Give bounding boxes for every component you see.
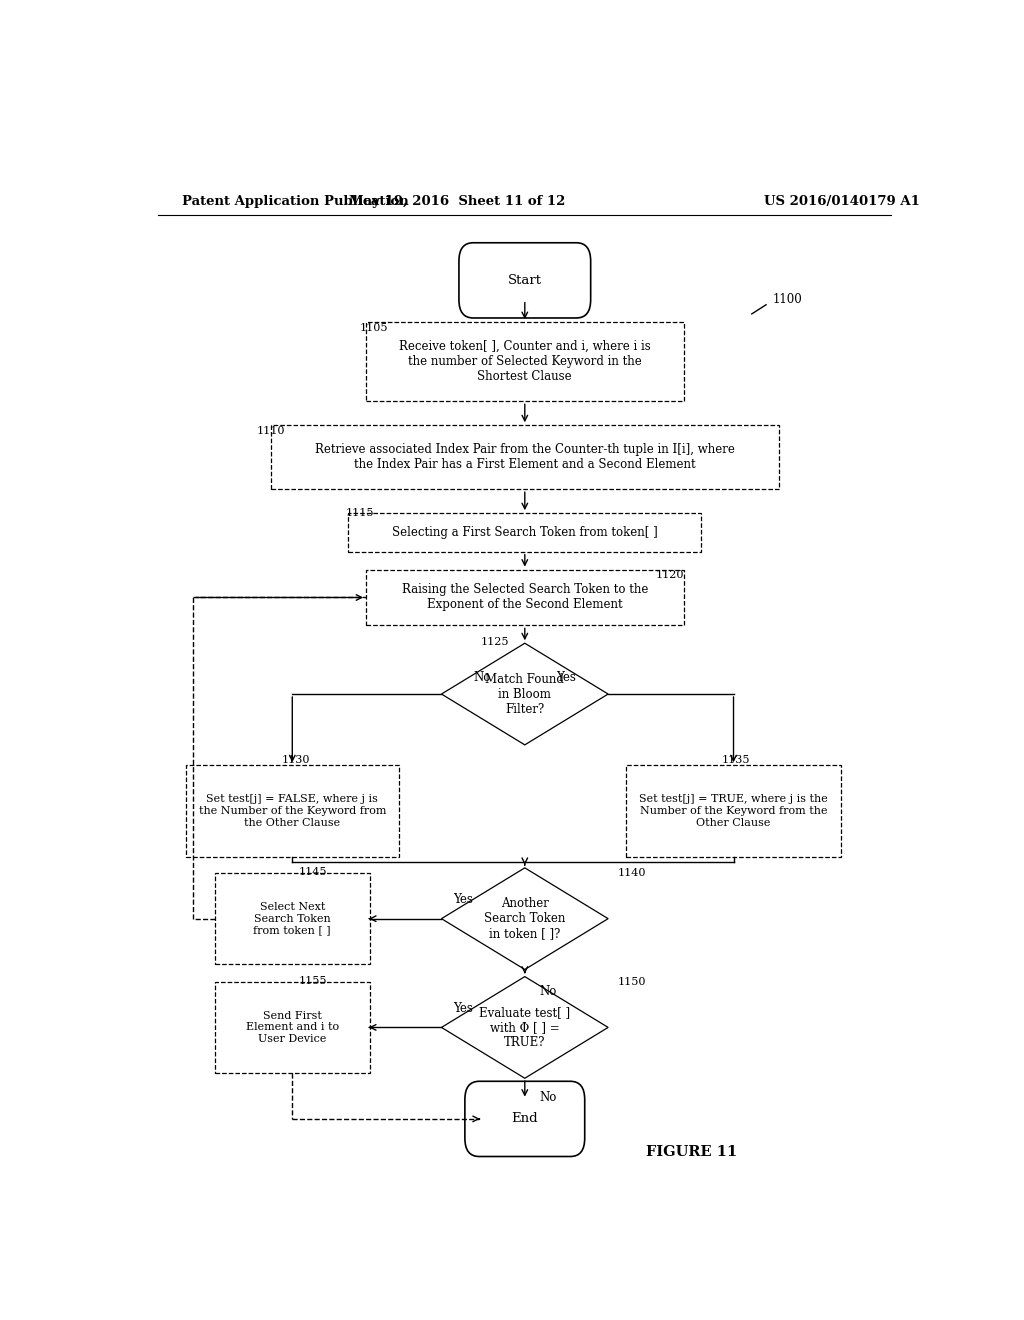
Text: US 2016/0140179 A1: US 2016/0140179 A1 bbox=[764, 194, 920, 207]
Text: Match Found
in Bloom
Filter?: Match Found in Bloom Filter? bbox=[485, 673, 564, 715]
Text: No: No bbox=[539, 1090, 556, 1104]
Bar bbox=[215, 873, 370, 965]
Text: Set test[j] = FALSE, where j is
the Number of the Keyword from
the Other Clause: Set test[j] = FALSE, where j is the Numb… bbox=[199, 795, 386, 828]
Bar bbox=[186, 766, 398, 857]
Text: 1110: 1110 bbox=[257, 426, 285, 436]
Bar bbox=[215, 982, 370, 1073]
Polygon shape bbox=[441, 643, 608, 744]
Text: 1130: 1130 bbox=[282, 755, 309, 766]
Text: 1140: 1140 bbox=[617, 869, 646, 878]
Bar bbox=[627, 766, 841, 857]
Text: Yes: Yes bbox=[454, 1002, 473, 1015]
FancyBboxPatch shape bbox=[459, 243, 591, 318]
Text: Send First
Element and i to
User Device: Send First Element and i to User Device bbox=[246, 1011, 339, 1044]
Text: FIGURE 11: FIGURE 11 bbox=[646, 1146, 737, 1159]
Text: 1100: 1100 bbox=[772, 293, 802, 306]
Text: Yes: Yes bbox=[557, 671, 577, 684]
FancyBboxPatch shape bbox=[465, 1081, 585, 1156]
Text: End: End bbox=[511, 1113, 539, 1126]
Text: 1115: 1115 bbox=[345, 508, 374, 519]
Text: No: No bbox=[473, 671, 490, 684]
Text: Selecting a First Search Token from token[ ]: Selecting a First Search Token from toke… bbox=[392, 525, 657, 539]
Text: 1145: 1145 bbox=[299, 867, 327, 876]
Text: 1150: 1150 bbox=[617, 977, 646, 986]
Bar bbox=[367, 569, 684, 626]
Text: 1135: 1135 bbox=[722, 755, 751, 766]
Bar bbox=[270, 425, 779, 490]
Text: 1155: 1155 bbox=[299, 975, 327, 986]
Bar bbox=[367, 322, 684, 401]
Text: 1120: 1120 bbox=[655, 570, 684, 579]
Text: 1125: 1125 bbox=[480, 638, 509, 647]
Text: Receive token[ ], Counter and i, where i is
the number of Selected Keyword in th: Receive token[ ], Counter and i, where i… bbox=[399, 341, 650, 383]
Text: Another
Search Token
in token [ ]?: Another Search Token in token [ ]? bbox=[484, 898, 565, 940]
Text: Evaluate test[ ]
with Φ [ ] =
TRUE?: Evaluate test[ ] with Φ [ ] = TRUE? bbox=[479, 1006, 570, 1049]
Text: Start: Start bbox=[508, 273, 542, 286]
Text: 1105: 1105 bbox=[359, 323, 388, 333]
Text: Retrieve associated Index Pair from the Counter-th tuple in I[i], where
the Inde: Retrieve associated Index Pair from the … bbox=[314, 444, 735, 471]
Text: Select Next
Search Token
from token [ ]: Select Next Search Token from token [ ] bbox=[254, 902, 331, 936]
Bar bbox=[348, 513, 701, 552]
Text: Yes: Yes bbox=[454, 894, 473, 907]
Text: Patent Application Publication: Patent Application Publication bbox=[182, 194, 409, 207]
Polygon shape bbox=[441, 867, 608, 969]
Polygon shape bbox=[441, 977, 608, 1078]
Text: May 19, 2016  Sheet 11 of 12: May 19, 2016 Sheet 11 of 12 bbox=[349, 194, 565, 207]
Text: Raising the Selected Search Token to the
Exponent of the Second Element: Raising the Selected Search Token to the… bbox=[401, 583, 648, 611]
Text: No: No bbox=[539, 985, 556, 998]
Text: Set test[j] = TRUE, where j is the
Number of the Keyword from the
Other Clause: Set test[j] = TRUE, where j is the Numbe… bbox=[639, 795, 827, 828]
